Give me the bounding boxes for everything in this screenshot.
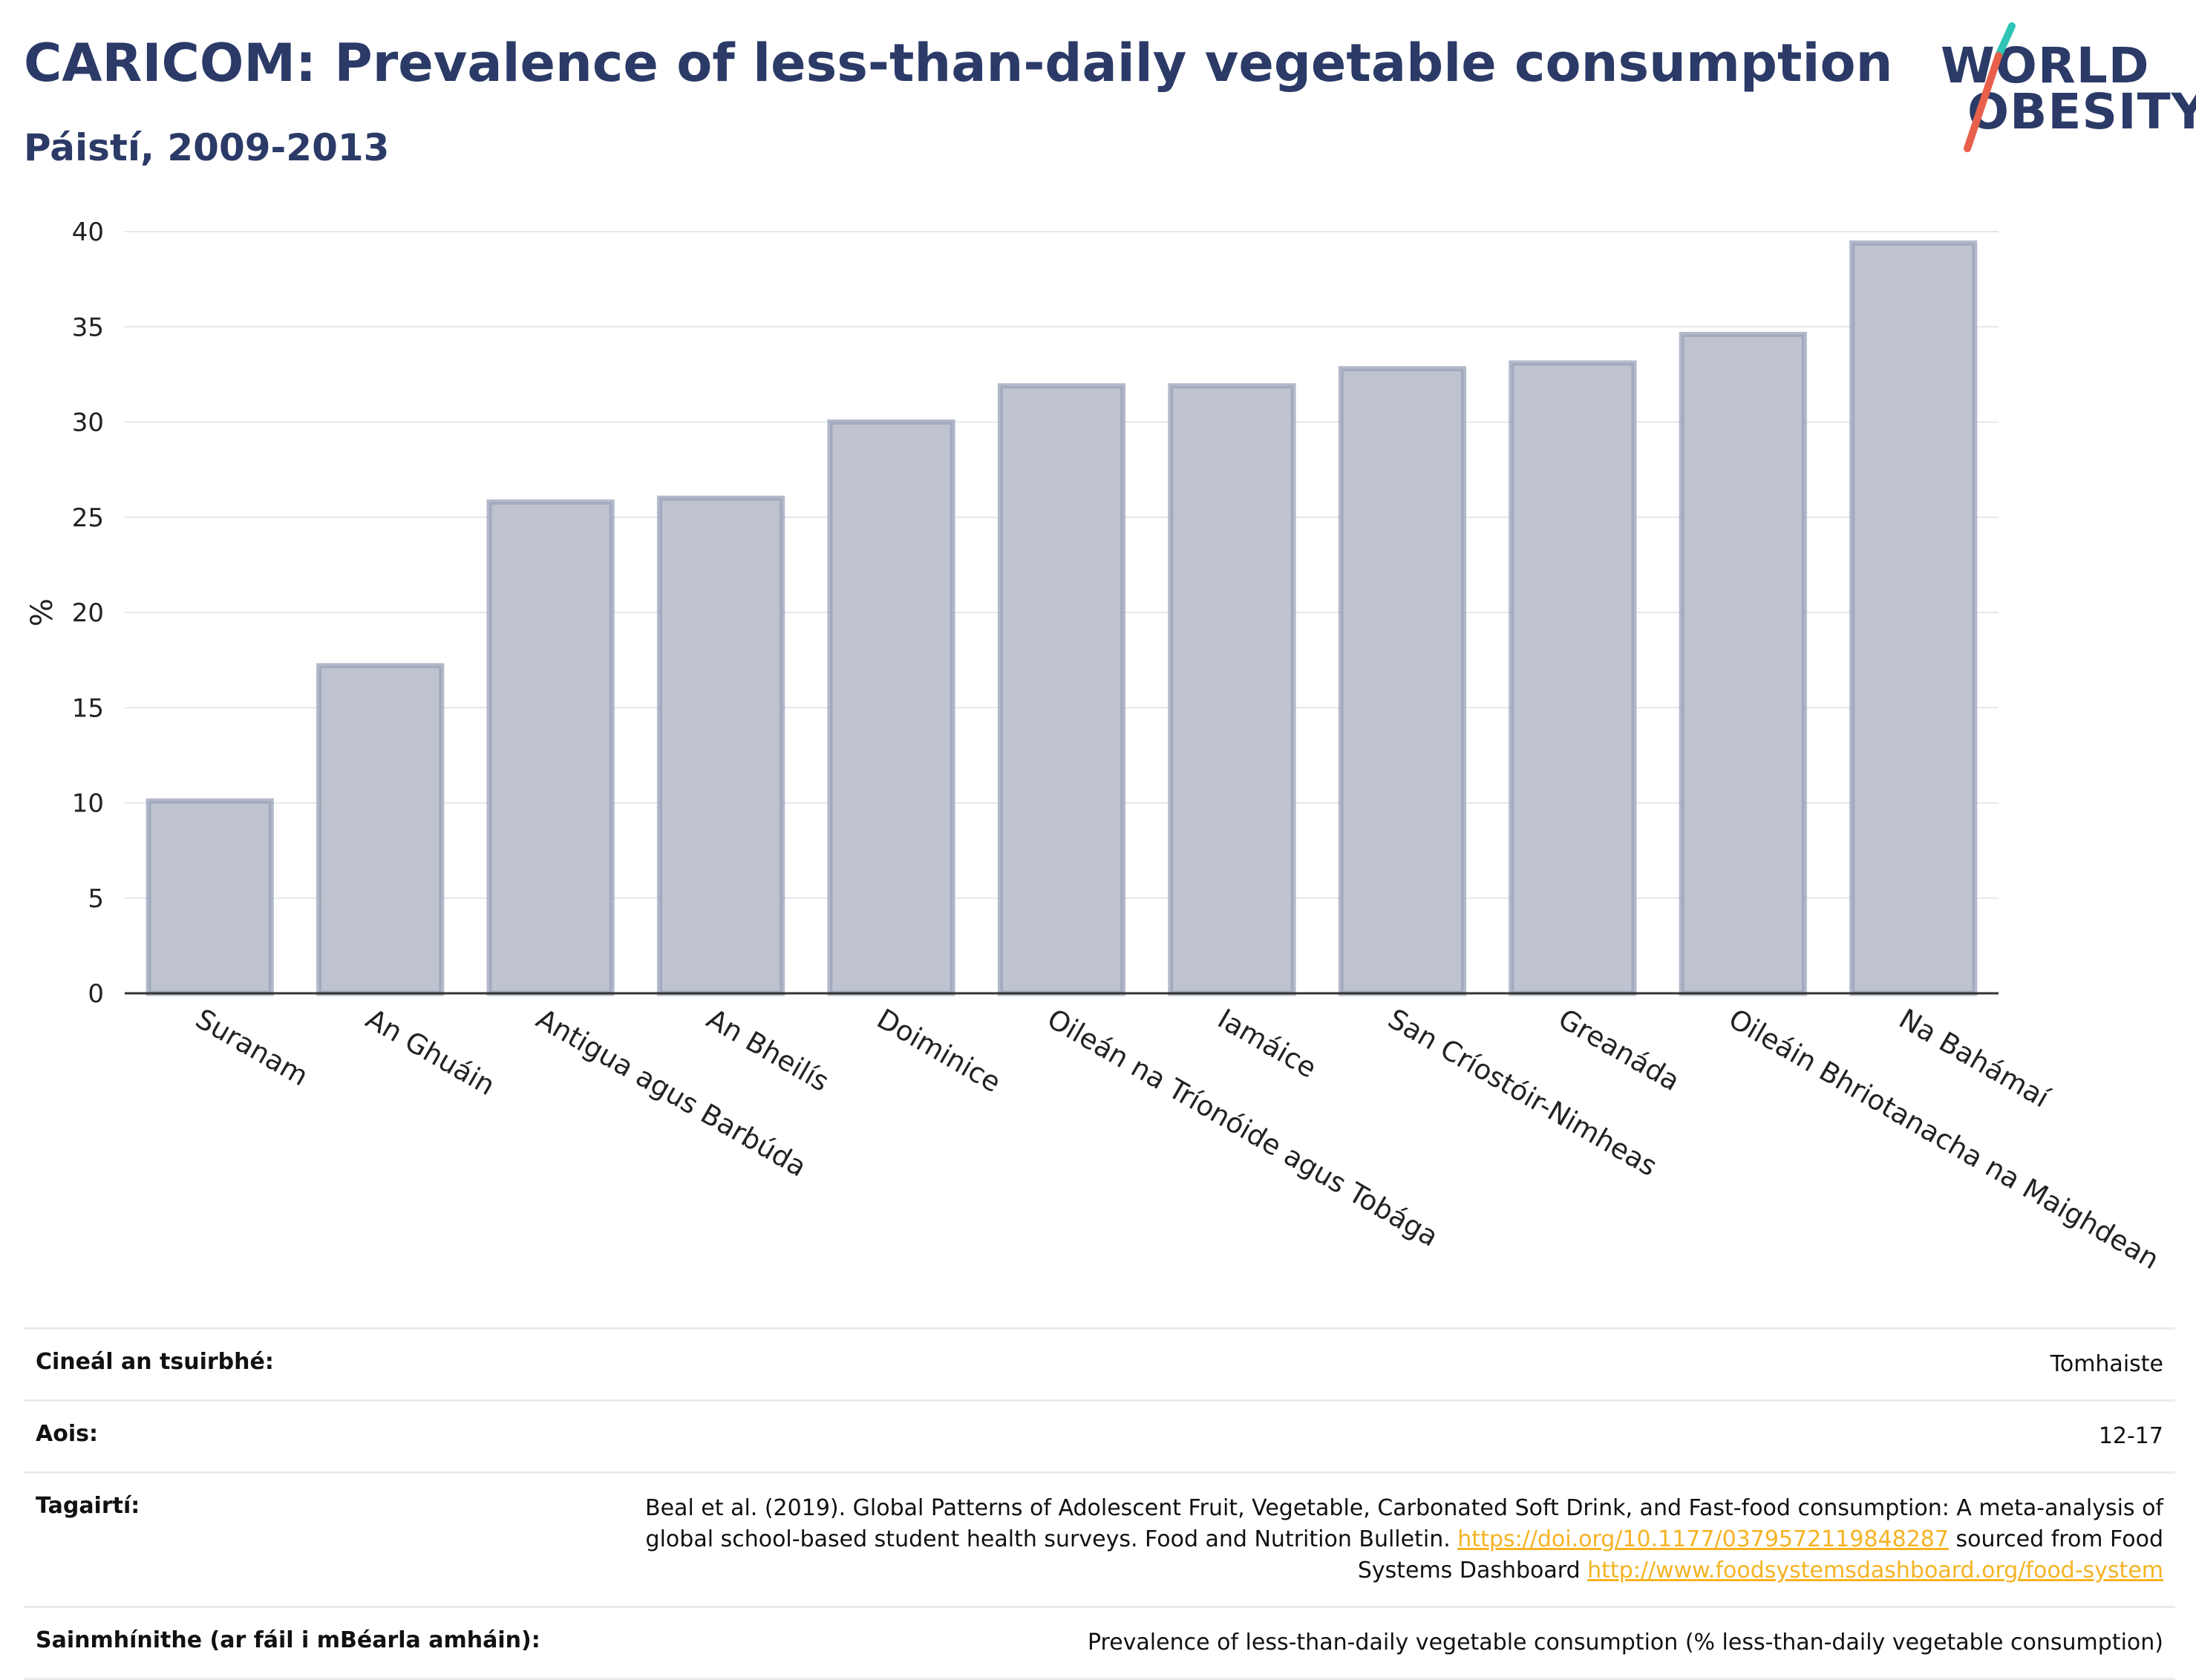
references-text: Beal et al. (2019). Global Patterns of A… (645, 1495, 2163, 1552)
bar (486, 499, 615, 996)
x-tick-label: Doiminice (872, 1003, 1006, 1099)
x-tick-label: San Críostóir-Nimheas (1382, 1003, 1662, 1183)
bar (1338, 366, 1467, 996)
bar (316, 663, 445, 996)
age-value: 12-17 (567, 1399, 2175, 1473)
chart-title: CARICOM: Prevalence of less-than-daily v… (24, 33, 1893, 94)
survey-type-label: Cineál an tsuirbhé: (24, 1327, 567, 1401)
x-tick-label: Suranam (190, 1003, 313, 1093)
y-tick-label: 0 (88, 979, 104, 1009)
y-tick-label: 10 (72, 789, 104, 819)
info-row-age: Aois: 12-17 (24, 1399, 2175, 1473)
world-obesity-logo: WORLD OBESITY (1938, 22, 2196, 156)
references-label: Tagairtí: (24, 1471, 567, 1607)
y-tick-label: 5 (88, 884, 104, 914)
x-tick-label: Iamáice (1212, 1003, 1322, 1085)
chart-subtitle: Páistí, 2009-2013 (24, 126, 390, 169)
y-tick-label: 40 (72, 218, 104, 247)
bar (656, 495, 785, 996)
bar-chart: 0 5 10 15 20 25 30 35 40% Suranam An Ghuáin Antigua… (25, 218, 2164, 1275)
x-tick-label: An Bheilís (702, 1003, 834, 1098)
logo-slash-icon (1964, 22, 2016, 152)
bar (1679, 332, 1807, 996)
x-tick-label: Na Bahámaí (1894, 1003, 2056, 1115)
logo-text-world: WORLD (1941, 37, 2150, 94)
info-row-survey-type: Cineál an tsuirbhé: Tomhaiste (24, 1327, 2175, 1401)
definitions-value: Prevalence of less-than-daily vegetable … (567, 1606, 2175, 1680)
references-source-text: sourced from Food Systems Dashboard (1357, 1526, 2163, 1583)
definitions-label: Sainmhínithe (ar fáil i mBéarla amháin): (24, 1606, 567, 1680)
x-tick-label: An Ghuáin (361, 1003, 500, 1102)
y-tick-label: 30 (72, 408, 104, 438)
doi-link[interactable]: https://doi.org/10.1177/0379572119848287 (1457, 1526, 1949, 1552)
info-row-references: Tagairtí: Beal et al. (2019). Global Pat… (24, 1471, 2175, 1607)
bar (1849, 240, 1978, 996)
age-label: Aois: (24, 1399, 567, 1473)
bar (146, 798, 274, 996)
y-tick-label: 35 (72, 313, 104, 342)
bar (827, 419, 955, 996)
info-table: Cineál an tsuirbhé: Tomhaiste Aois: 12-1… (24, 1327, 2175, 1680)
bar (1168, 383, 1296, 996)
x-tick-label: Greanáda (1553, 1003, 1685, 1098)
food-systems-dashboard-link[interactable]: http://www.foodsystemsdashboard.org/food… (1587, 1558, 2163, 1583)
y-tick-label: 15 (72, 693, 104, 723)
y-axis-label: % (25, 598, 59, 627)
logo-text-obesity: OBESITY (1967, 83, 2196, 140)
references-value: Beal et al. (2019). Global Patterns of A… (567, 1471, 2175, 1607)
y-tick-label: 20 (72, 598, 104, 628)
survey-type-value: Tomhaiste (567, 1327, 2175, 1401)
x-tick-label: Antigua agus Barbúda (531, 1003, 811, 1183)
bar (997, 383, 1126, 996)
bar (1509, 360, 1637, 996)
y-tick-label: 25 (72, 503, 104, 533)
info-row-definitions: Sainmhínithe (ar fáil i mBéarla amháin):… (24, 1606, 2175, 1680)
